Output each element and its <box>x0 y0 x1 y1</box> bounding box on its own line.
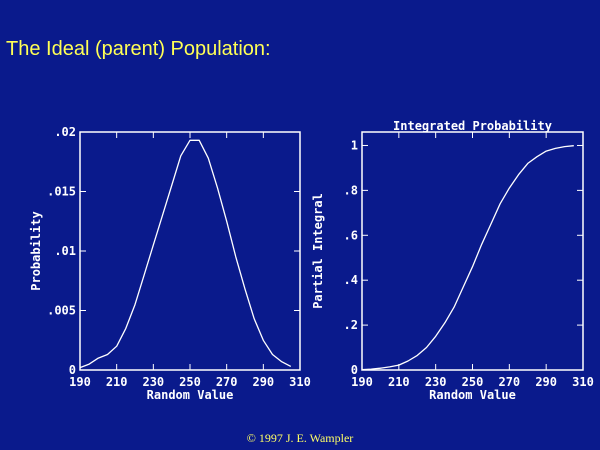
prob-y-tick-label: .01 <box>54 244 76 258</box>
copyright-notice: © 1997 J. E. Wampler <box>246 431 354 445</box>
prob-y-tick-label: .02 <box>54 125 76 139</box>
integral-x-axis-label: Random Value <box>429 388 516 402</box>
integral-x-tick-label: 210 <box>388 375 410 389</box>
prob-x-tick-label: 270 <box>216 375 238 389</box>
integral-x-tick-label: 310 <box>572 375 594 389</box>
integrated-probability-chart: Integrated Probability 190 210 230 250 270 290… <box>311 119 594 402</box>
page-title: The Ideal (parent) Population: <box>6 38 271 60</box>
probability-chart: 190 210 230 250 270 290 310 0 .005 .01 .015 .02 Rand… <box>29 125 311 402</box>
integral-x-tick-label: 270 <box>498 375 520 389</box>
integral-x-tick-label: 290 <box>535 375 557 389</box>
prob-y-tick-label: 0 <box>69 363 76 377</box>
prob-y-axis-label: Probability <box>29 211 43 290</box>
integral-x-tick-label: 250 <box>462 375 484 389</box>
integral-y-tick-label: .4 <box>344 273 358 287</box>
prob-x-axis-label: Random Value <box>147 388 234 402</box>
integral-y-tick-label: .6 <box>344 228 358 242</box>
prob-x-tick-label: 210 <box>106 375 128 389</box>
integral-curve <box>361 145 574 371</box>
prob-x-tick-label: 290 <box>252 375 274 389</box>
integral-chart-title: Integrated Probability <box>393 119 552 133</box>
integral-x-tick-label: 190 <box>351 375 373 389</box>
prob-y-tick-label: .015 <box>47 185 76 199</box>
prob-curve <box>79 139 292 369</box>
integral-y-tick-label: 1 <box>351 138 358 152</box>
integral-x-tick-label: 230 <box>425 375 447 389</box>
integral-y-axis-label: Partial Integral <box>311 193 325 309</box>
integral-y-tick-label: .8 <box>344 183 358 197</box>
prob-x-tick-label: 250 <box>179 375 201 389</box>
prob-x-tick-label: 230 <box>142 375 164 389</box>
prob-y-tick-label: .005 <box>47 304 76 318</box>
prob-plot-frame <box>79 131 301 371</box>
prob-x-tick-label: 190 <box>69 375 91 389</box>
prob-x-tick-label: 310 <box>289 375 311 389</box>
integral-plot-frame <box>361 131 584 371</box>
integral-y-tick-label: .2 <box>344 318 358 332</box>
integral-y-tick-label: 0 <box>351 363 358 377</box>
